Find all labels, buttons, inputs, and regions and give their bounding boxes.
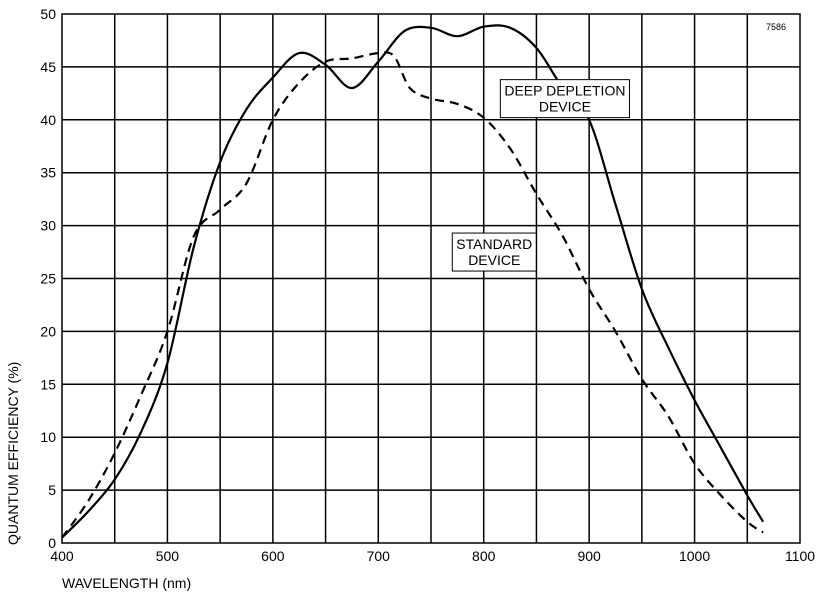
x-axis-title: WAVELENGTH (nm) <box>62 575 191 591</box>
annotation-text: DEVICE <box>539 99 591 115</box>
x-tick-label: 600 <box>261 548 285 564</box>
annotation-text: STANDARD <box>456 236 532 252</box>
solid-series-line <box>61 24 765 539</box>
y-tick-label: 10 <box>40 429 56 445</box>
x-tick-label: 1100 <box>785 548 815 564</box>
y-tick-label: 0 <box>48 535 56 551</box>
tick-labels: 400 500 600 700 800 900 1000 1100 0 5 10 15 20 25 30 35… <box>40 6 815 564</box>
y-tick-label: 40 <box>40 112 56 128</box>
plot-frame <box>61 13 801 544</box>
grid-lines <box>62 14 800 543</box>
annotation-box <box>451 232 537 272</box>
data-curves <box>61 24 765 539</box>
y-tick-label: 35 <box>40 165 56 181</box>
y-tick-label: 30 <box>40 218 56 234</box>
y-axis-title: QUANTUM EFFICIENCY (%) <box>5 362 21 545</box>
x-tick-label: 500 <box>156 548 180 564</box>
annotation-box <box>499 79 630 119</box>
y-tick-label: 50 <box>40 6 56 22</box>
y-tick-label: 45 <box>40 59 56 75</box>
y-tick-label: 25 <box>40 271 56 287</box>
x-tick-label: 800 <box>472 548 496 564</box>
x-tick-label: 700 <box>367 548 391 564</box>
y-tick-label: 15 <box>40 376 56 392</box>
y-tick-label: 20 <box>40 323 56 339</box>
x-tick-label: 1000 <box>679 548 710 564</box>
x-tick-label: 900 <box>577 548 601 564</box>
x-tick-label: 400 <box>50 548 74 564</box>
figure-id: 7586 <box>766 22 786 32</box>
dashed-series-line <box>61 51 764 539</box>
annotation-text: DEVICE <box>468 252 520 268</box>
y-tick-label: 5 <box>48 482 56 498</box>
annotation-text: DEEP DEPLETION <box>504 83 625 99</box>
